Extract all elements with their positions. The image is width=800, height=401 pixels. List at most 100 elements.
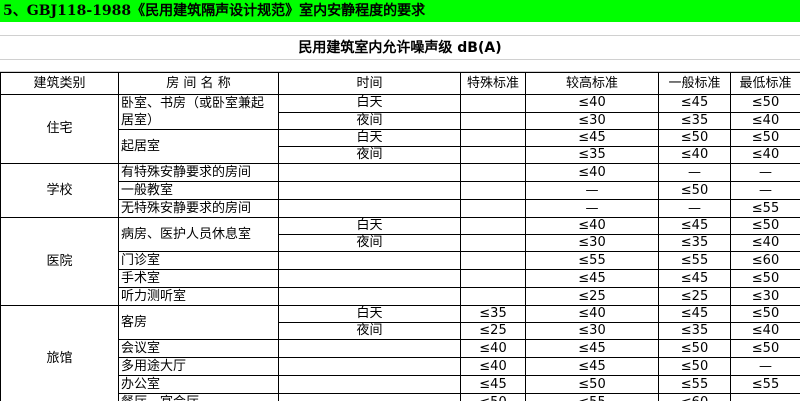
time-cell: 夜间	[278, 322, 461, 340]
lowest-cell: ≤55	[730, 199, 800, 218]
special-cell	[460, 251, 526, 270]
lowest-cell: ≤40	[730, 234, 800, 252]
table-row: 夜间 ≤35 ≤40 ≤40	[1, 146, 800, 164]
table-title: 民用建筑室内允许噪声级 dB(A)	[0, 36, 800, 60]
higher-cell: ≤40	[525, 305, 659, 323]
time-cell	[278, 181, 461, 200]
time-cell	[278, 393, 461, 401]
time-cell: 白天	[278, 94, 461, 113]
time-cell: 白天	[278, 305, 461, 323]
general-cell: ≤35	[658, 111, 731, 130]
header-cell: 房 间 名 称	[118, 72, 279, 95]
header-cell: 建筑类别	[0, 72, 119, 95]
room-cell: 手术室	[118, 269, 279, 288]
lowest-cell: ≤40	[730, 322, 800, 340]
lowest-cell: ≤50	[730, 94, 800, 113]
higher-cell: ≤55	[525, 393, 659, 401]
special-cell: ≤45	[460, 375, 526, 394]
time-cell	[278, 251, 461, 270]
time-cell	[278, 375, 461, 394]
category-cell: 学校	[0, 163, 119, 218]
special-cell	[460, 181, 526, 200]
general-cell: ≤55	[658, 375, 731, 394]
room-cell: 卧室、书房（或卧室兼起居室）	[118, 94, 279, 130]
section-heading: 5、GBJ118-1988《民用建筑隔声设计规范》室内安静程度的要求	[0, 0, 800, 22]
general-cell: ≤40	[658, 146, 731, 164]
general-cell: ≤45	[658, 269, 731, 288]
special-cell	[460, 146, 526, 164]
time-cell	[278, 269, 461, 288]
lowest-cell: ≤50	[730, 269, 800, 288]
general-cell: ≤50	[658, 357, 731, 376]
time-cell: 夜间	[278, 111, 461, 130]
lowest-cell: ≤30	[730, 287, 800, 306]
higher-cell: ≤40	[525, 217, 659, 235]
general-cell: ≤60	[658, 393, 731, 401]
category-cell: 旅馆	[0, 305, 119, 401]
higher-cell: ≤40	[525, 163, 659, 182]
table-row: 旅馆 客房 白天 ≤35 ≤40 ≤45 ≤50	[0, 305, 800, 401]
room-cell: 餐厅、宴会厅	[118, 393, 279, 401]
table-row: 门诊室 ≤55 ≤55 ≤60	[1, 251, 800, 270]
special-cell: ≤40	[460, 339, 526, 358]
table-row: 会议室 ≤40 ≤45 ≤50 ≤50	[1, 339, 800, 358]
time-cell: 夜间	[278, 146, 461, 164]
special-cell	[460, 111, 526, 130]
category-cell: 医院	[0, 217, 119, 306]
lowest-cell: ≤50	[730, 217, 800, 235]
lowest-cell: ≤50	[730, 129, 800, 147]
table-row: 夜间 ≤30 ≤35 ≤40	[1, 111, 800, 130]
general-cell: ≤35	[658, 234, 731, 252]
higher-cell: ≤40	[525, 94, 659, 113]
lowest-cell: —	[730, 357, 800, 376]
table-row: 办公室 ≤45 ≤50 ≤55 ≤55	[1, 375, 800, 394]
special-cell	[460, 94, 526, 113]
table-row: 一般教室 — ≤50—	[1, 181, 800, 200]
table-row: 听力测听室 ≤25 ≤25 ≤30	[1, 287, 800, 306]
table-row: 夜间 ≤30 ≤35 ≤40	[1, 234, 800, 252]
category-cell: 住宅	[0, 94, 119, 164]
special-cell	[460, 234, 526, 252]
higher-cell: ≤30	[525, 234, 659, 252]
table-row: 多用途大厅 ≤40 ≤45 ≤50—	[1, 357, 800, 376]
time-cell: 夜间	[278, 234, 461, 252]
special-cell: ≤25	[460, 322, 526, 340]
general-cell: ≤45	[658, 217, 731, 235]
special-cell: ≤40	[460, 357, 526, 376]
lowest-cell: ≤40	[730, 111, 800, 130]
higher-cell: ≤30	[525, 322, 659, 340]
room-cell: 办公室	[118, 375, 279, 394]
table-row: 无特殊安静要求的房间 — — ≤55	[1, 199, 800, 218]
table-row: 学校 有特殊安静要求的房间 ≤40— —	[0, 163, 800, 218]
time-cell	[278, 287, 461, 306]
table-row: 起居室 白天 ≤45 ≤50 ≤50	[1, 129, 800, 164]
table-row: 手术室 ≤45 ≤45 ≤50	[1, 269, 800, 288]
noise-table: 建筑类别房 间 名 称时间 特殊标准 较高标准 一般标准 最低标准 住宅 卧室、书房（或卧…	[0, 72, 800, 401]
table-row: 夜间 ≤25 ≤30 ≤35 ≤40	[1, 322, 800, 340]
higher-cell: ≤45	[525, 339, 659, 358]
room-cell: 听力测听室	[118, 287, 279, 306]
time-cell	[278, 163, 461, 182]
table-row: 医院 病房、医护人员休息室 白天 ≤40 ≤45 ≤50	[0, 217, 800, 306]
general-cell: —	[658, 199, 731, 218]
special-cell	[460, 199, 526, 218]
time-cell	[278, 357, 461, 376]
room-cell: 起居室	[118, 129, 279, 164]
lowest-cell: ≤40	[730, 146, 800, 164]
higher-cell: ≤45	[525, 269, 659, 288]
special-cell: ≤35	[460, 305, 526, 323]
room-cell: 会议室	[118, 339, 279, 358]
header-cell: 较高标准	[525, 72, 659, 95]
special-cell	[460, 129, 526, 147]
lowest-cell: —	[730, 393, 800, 401]
higher-cell: ≤50	[525, 375, 659, 394]
general-cell: —	[658, 163, 731, 182]
lowest-cell: ≤60	[730, 251, 800, 270]
room-cell: 有特殊安静要求的房间	[118, 163, 279, 182]
lowest-cell: ≤50	[730, 339, 800, 358]
higher-cell: —	[525, 181, 659, 200]
time-cell	[278, 199, 461, 218]
header-cell: 最低标准	[730, 72, 800, 95]
time-cell: 白天	[278, 217, 461, 235]
